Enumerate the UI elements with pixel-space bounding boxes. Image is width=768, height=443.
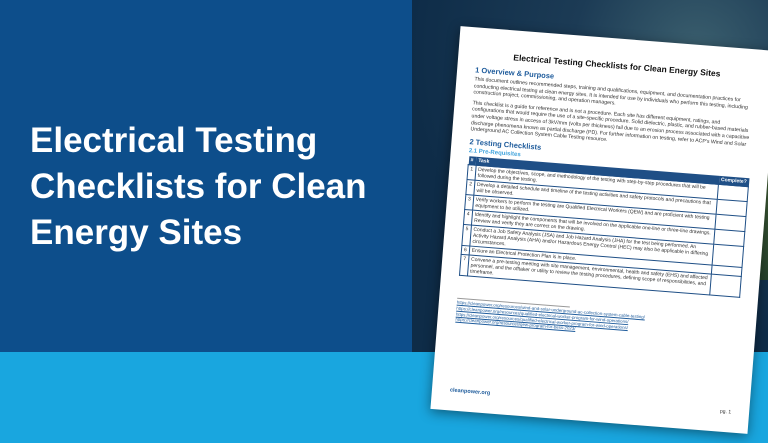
footnotes: https://cleanpower.org/resources/wind-an… — [455, 300, 738, 344]
row-complete — [712, 244, 744, 268]
document-preview: Electrical Testing Checklists for Clean … — [430, 26, 768, 434]
page-number: pg. 1 — [719, 409, 732, 416]
checklist-table: # Task Complete? 1 Develop the objectives… — [459, 156, 750, 298]
footer-site: cleanpower.org — [449, 387, 491, 397]
row-complete — [709, 274, 742, 298]
headline: Electrical Testing Checklists for Clean … — [30, 121, 367, 252]
